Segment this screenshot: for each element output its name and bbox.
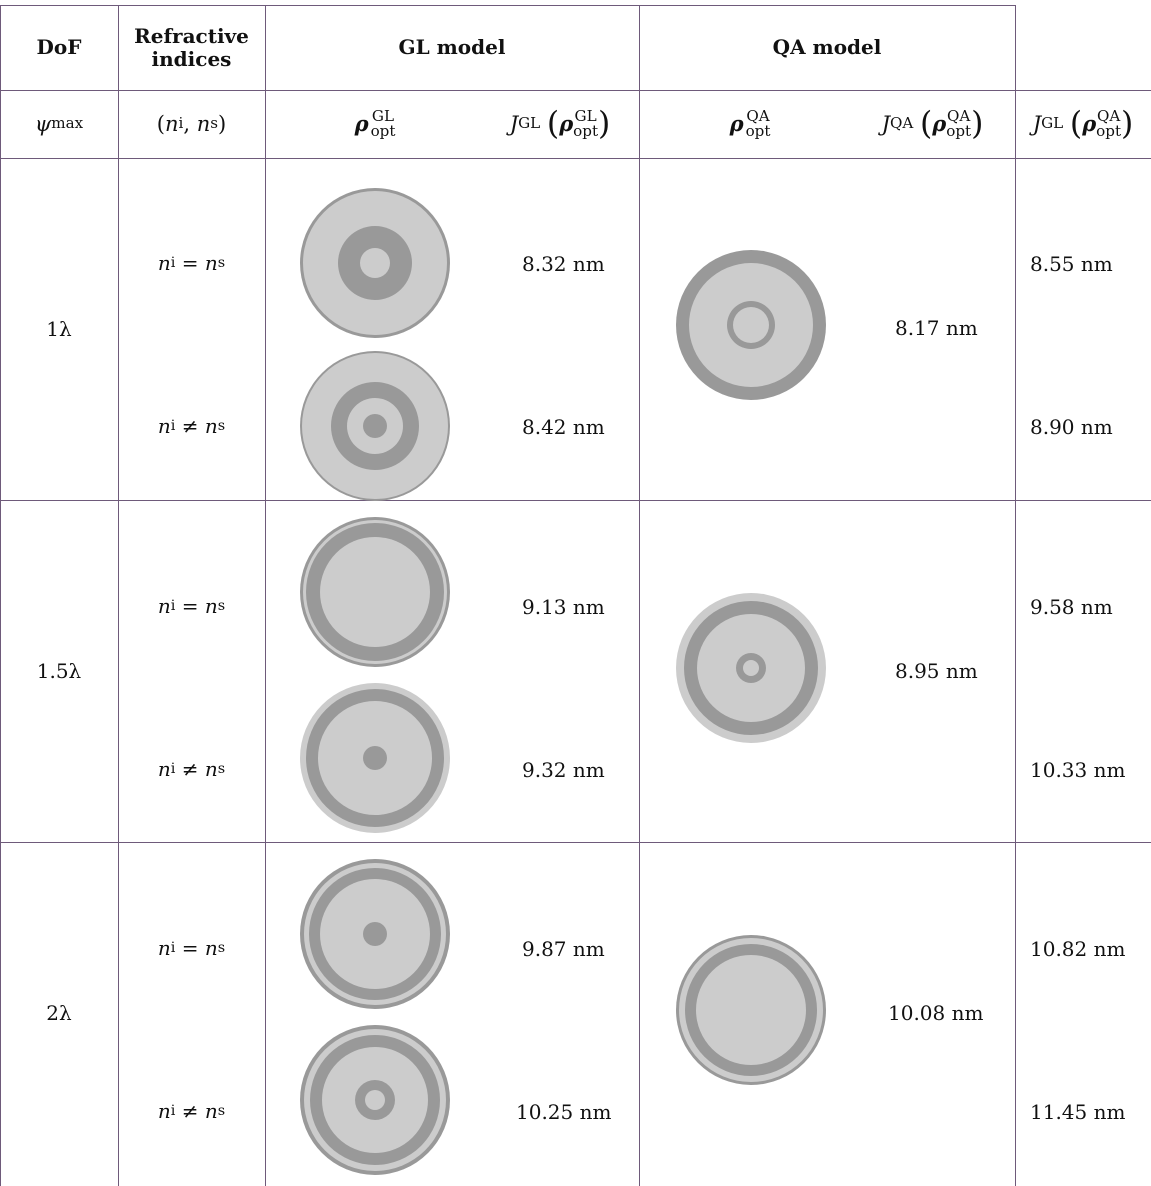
j-gl-of-qa-value: 10.82 nm xyxy=(1030,937,1126,961)
pupil-mask-qa xyxy=(676,935,826,1085)
dof-value: 1λ xyxy=(46,316,72,341)
dof-value: 2λ xyxy=(46,1000,72,1025)
pupil-mask-qa xyxy=(676,250,826,400)
header-dof: DoF xyxy=(36,35,82,59)
j-qa-value: 10.08 nm xyxy=(888,1001,984,1025)
subheader-j-gl: J GL (ρ GL opt) xyxy=(509,105,611,142)
j-gl-of-qa-value: 8.55 nm xyxy=(1030,252,1113,276)
j-gl-of-qa-value: 11.45 nm xyxy=(1030,1100,1126,1124)
j-gl-of-qa-value: 10.33 nm xyxy=(1030,758,1126,782)
j-gl-of-qa-value: 9.58 nm xyxy=(1030,595,1113,619)
subheader-rho-gl: ρ GL opt xyxy=(354,106,396,140)
pupil-mask-gl-unequal xyxy=(300,683,450,833)
header-refractive-indices: Refractive indices xyxy=(134,23,249,71)
j-gl-value: 8.42 nm xyxy=(522,415,605,439)
pupil-mask-gl-equal xyxy=(300,517,450,667)
subheader-psi-max: ψ max xyxy=(34,111,84,136)
j-qa-value: 8.95 nm xyxy=(895,659,978,683)
dof-value: 1.5λ xyxy=(36,658,82,683)
j-gl-value: 8.32 nm xyxy=(522,252,605,276)
j-qa-value: 8.17 nm xyxy=(895,316,978,340)
pupil-mask-gl-equal xyxy=(300,859,450,1009)
header-qa-model: QA model xyxy=(772,35,882,59)
j-gl-value: 9.87 nm xyxy=(522,937,605,961)
header-gl-model: GL model xyxy=(398,35,506,59)
j-gl-value: 9.32 nm xyxy=(522,758,605,782)
pupil-mask-gl-unequal xyxy=(300,351,450,501)
j-gl-value: 10.25 nm xyxy=(516,1100,612,1124)
subheader-j-qa: J QA (ρ QA opt) xyxy=(881,105,984,142)
pupil-mask-gl-equal xyxy=(300,188,450,338)
subheader-j-gl-of-qa: J GL (ρ QA opt) xyxy=(1032,105,1134,142)
pupil-mask-gl-unequal xyxy=(300,1025,450,1175)
subheader-rho-qa: ρ QA opt xyxy=(729,106,771,140)
pupil-mask-qa xyxy=(676,593,826,743)
subheader-refractive-pair: (n i, n s) xyxy=(156,111,227,136)
j-gl-value: 9.13 nm xyxy=(522,595,605,619)
j-gl-of-qa-value: 8.90 nm xyxy=(1030,415,1113,439)
